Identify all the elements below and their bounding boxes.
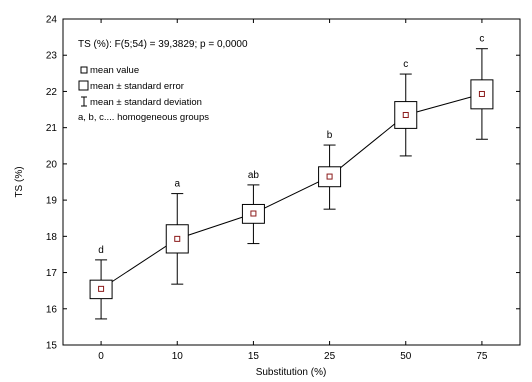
chart-title: TS (%): F(5;54) = 39,3829; p = 0,0000 xyxy=(78,39,248,50)
chart-marks: d a ab b c c xyxy=(89,34,494,320)
x-tick-label-15: 15 xyxy=(248,351,260,362)
legend-sd-label: mean ± standard deviation xyxy=(90,97,202,108)
group-label-0: d xyxy=(98,245,104,256)
mean-marker-15 xyxy=(250,210,257,217)
legend-groups-label: a, b, c.... homogeneous groups xyxy=(78,112,209,123)
box-group-25: b xyxy=(318,130,342,210)
y-tick-label-20: 20 xyxy=(46,159,58,170)
mean-marker-75 xyxy=(478,90,485,97)
box-group-15: ab xyxy=(241,170,265,245)
y-axis-title: TS (%) xyxy=(14,166,25,197)
y-tick-label-21: 21 xyxy=(46,123,58,134)
x-tick-label-50: 50 xyxy=(400,351,412,362)
group-label-75: c xyxy=(479,34,484,45)
legend-se-label: mean ± standard error xyxy=(90,81,184,92)
box-group-50: c xyxy=(394,59,418,157)
box-group-10: a xyxy=(165,179,189,285)
mean-marker-10 xyxy=(174,235,181,242)
mean-marker-50 xyxy=(402,111,409,118)
x-tick-label-10: 10 xyxy=(172,351,184,362)
mean-line xyxy=(100,93,483,290)
box-group-75: c xyxy=(470,34,494,140)
x-tick-label-0: 0 xyxy=(98,351,104,362)
plot-area xyxy=(62,18,521,346)
x-tick-label-25: 25 xyxy=(324,351,336,362)
legend: mean value mean ± standard error mean ± … xyxy=(78,65,209,123)
group-label-25: b xyxy=(327,130,333,141)
y-axis: 15 16 17 18 19 20 21 22 23 24 xyxy=(46,15,520,352)
y-tick-label-15: 15 xyxy=(46,341,58,352)
y-tick-label-19: 19 xyxy=(46,196,58,207)
x-tick-label-75: 75 xyxy=(476,351,488,362)
mean-marker-25 xyxy=(326,173,333,180)
y-tick-label-18: 18 xyxy=(46,232,58,243)
mean-marker-0 xyxy=(98,285,105,292)
group-label-10: a xyxy=(174,179,180,190)
x-axis: 0 10 15 25 50 75 xyxy=(98,19,488,362)
legend-mean-marker xyxy=(80,66,88,74)
legend-mean-label: mean value xyxy=(90,65,139,76)
y-tick-label-24: 24 xyxy=(46,15,58,26)
x-axis-title: Substitution (%) xyxy=(256,367,327,378)
group-label-15: ab xyxy=(248,170,260,181)
y-tick-label-22: 22 xyxy=(46,87,58,98)
y-tick-label-17: 17 xyxy=(46,268,58,279)
legend-se-box xyxy=(78,80,89,91)
y-tick-label-16: 16 xyxy=(46,304,58,315)
y-tick-label-23: 23 xyxy=(46,51,58,62)
group-label-50: c xyxy=(403,59,408,70)
box-group-0: d xyxy=(89,245,113,320)
